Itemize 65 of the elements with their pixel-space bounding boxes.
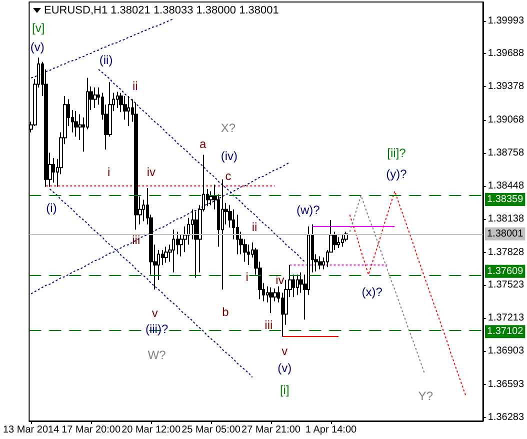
annotation: ii	[252, 220, 258, 234]
ref-line-label: 1.37102	[487, 326, 524, 338]
y-tick-label: 1.37213	[488, 312, 524, 324]
chart-title: EURUSD,H1 1.38021 1.38033 1.38000 1.38001	[44, 4, 279, 16]
annotation: (v)	[278, 361, 292, 375]
y-tick-label: 1.38448	[488, 180, 524, 192]
candlestick	[221, 178, 224, 290]
candlestick	[164, 246, 168, 264]
y-tick-label: 1.36283	[488, 412, 524, 423]
annotation: [i]	[280, 383, 290, 397]
y-tick-label: 1.39993	[488, 15, 524, 26]
ref-line-label: 1.38001	[487, 228, 524, 240]
annotation: a	[200, 137, 207, 151]
annotation: b	[222, 305, 230, 319]
x-tick-label: 1 Apr 14:00	[305, 424, 358, 436]
annotation: i	[246, 270, 248, 284]
annotation: (i)	[46, 201, 57, 215]
ref-line-label: 1.38359	[487, 194, 524, 206]
y-tick-label: 1.38138	[488, 214, 524, 225]
y-tick-label: 1.39068	[488, 114, 524, 126]
annotation: v	[282, 344, 288, 358]
annotation: (iv)	[220, 149, 238, 163]
annotation: v	[152, 306, 158, 320]
annotation: (ii)	[99, 53, 113, 67]
y-tick-label: 1.38758	[488, 147, 524, 158]
y-tick-label: 1.37523	[488, 279, 524, 290]
annotation: (v)	[30, 40, 44, 54]
annotation: ii	[132, 79, 138, 93]
candlestick	[116, 91, 119, 108]
y-tick-label: 1.39688	[488, 48, 524, 60]
candlestick	[93, 87, 97, 108]
candlestick	[74, 110, 78, 138]
y-tick-label: 1.36903	[488, 346, 524, 357]
annotation: i	[108, 165, 110, 179]
annotation: (iii)?	[145, 322, 168, 336]
annotation: iv	[146, 165, 156, 179]
line-series	[30, 18, 174, 78]
candlestick	[341, 234, 344, 248]
y-tick-label: 1.36593	[488, 378, 524, 390]
annotation: [ii]?	[387, 146, 406, 160]
annotation: (x)?	[362, 285, 383, 299]
annotation: W?	[148, 348, 166, 362]
annotation: [v]	[32, 21, 45, 35]
x-tick-label: 17 Mar 20:00	[62, 424, 121, 436]
annotation: X?	[220, 121, 236, 135]
annotation: iv	[276, 273, 284, 287]
x-tick-label: 20 Mar 12:00	[122, 424, 181, 436]
candlestick	[269, 286, 273, 314]
annotation: (y)?	[386, 167, 408, 181]
annotation: (w)?	[296, 203, 320, 217]
candlestick	[318, 256, 322, 270]
annotation: Y?	[418, 389, 434, 403]
candlestick	[296, 274, 299, 296]
ref-line-label: 1.37609	[487, 266, 524, 277]
y-tick-label: 1.37828	[488, 246, 524, 258]
annotation: c	[225, 169, 232, 183]
candlestick	[127, 96, 130, 126]
line-series	[349, 194, 426, 374]
candlestick	[172, 229, 175, 273]
y-tick-label: 1.39378	[488, 81, 524, 92]
annotation: iii	[264, 318, 273, 332]
x-tick-label: 27 Mar 21:00	[242, 424, 301, 436]
candlestick	[134, 102, 138, 230]
x-tick-label: 25 Mar 05:00	[182, 424, 241, 436]
x-tick-label: 13 Mar 2014	[2, 424, 60, 436]
